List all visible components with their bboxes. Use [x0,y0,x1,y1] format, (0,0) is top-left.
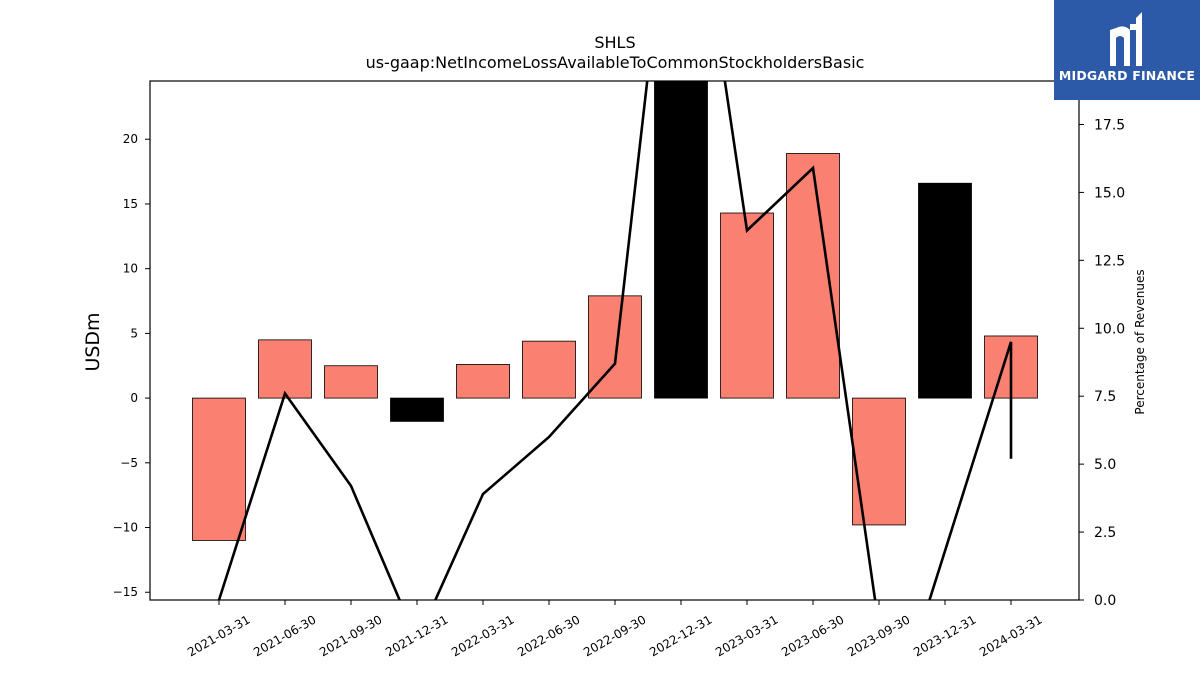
y-tick-label: 15 [123,197,138,211]
chart-title: SHLS [594,33,635,52]
chart-subtitle: us-gaap:NetIncomeLossAvailableToCommonSt… [366,53,865,72]
brand-logo: MIDGARD FINANCE [1054,0,1200,100]
y-tick-label: 20 [123,132,138,146]
x-tick-label: 2022-03-31 [449,612,516,659]
bar [786,153,840,399]
x-tick-label: 2022-06-30 [515,612,582,659]
y2-tick-label: 12.5 [1094,253,1125,269]
logo-mark-icon [1110,12,1142,66]
y-tick-label: 5 [130,326,138,340]
x-tick-label: 2023-03-31 [713,612,780,659]
y-tick-label: −15 [113,585,138,599]
series-line [217,81,1013,600]
bar [588,295,642,399]
y-tick-label: −10 [113,521,138,535]
y2-tick-label: 0.0 [1094,593,1116,609]
x-tick-label: 2023-12-31 [911,612,978,659]
x-tick-label: 2022-09-30 [581,612,648,659]
x-tick-label: 2023-09-30 [845,612,912,659]
y-axis-label: USDm [82,312,104,371]
y2-tick-label: 7.5 [1094,389,1116,405]
x-tick-label: 2024-03-31 [977,612,1044,659]
y-tick-label: −5 [120,456,138,470]
bar [192,397,246,541]
x-tick-label: 2021-12-31 [383,612,450,659]
y2-tick-label: 10.0 [1094,321,1125,337]
bar [258,339,312,399]
x-tick-label: 2021-03-31 [185,612,252,659]
y2-tick-label: 15.0 [1094,185,1125,201]
bar [324,365,378,399]
x-tick-label: 2023-06-30 [779,612,846,659]
y2-tick-label: 17.5 [1094,117,1125,133]
y2-axis-label: Percentage of Revenues [1133,269,1147,414]
bar [522,340,576,399]
x-tick-label: 2022-12-31 [647,612,714,659]
x-tick-label: 2021-09-30 [317,612,384,659]
plot-area [192,81,1038,600]
x-tick-label: 2021-06-30 [251,612,318,659]
bar [456,364,510,399]
y2-tick-label: 5.0 [1094,457,1116,473]
bar [654,81,708,399]
y-tick-label: 0 [130,391,138,405]
y2-tick-label: 2.5 [1094,525,1116,541]
y-tick-label: 10 [123,262,138,276]
logo-text: MIDGARD FINANCE [1058,68,1196,83]
bar [720,212,774,399]
bar [390,397,444,422]
bar [918,182,972,399]
